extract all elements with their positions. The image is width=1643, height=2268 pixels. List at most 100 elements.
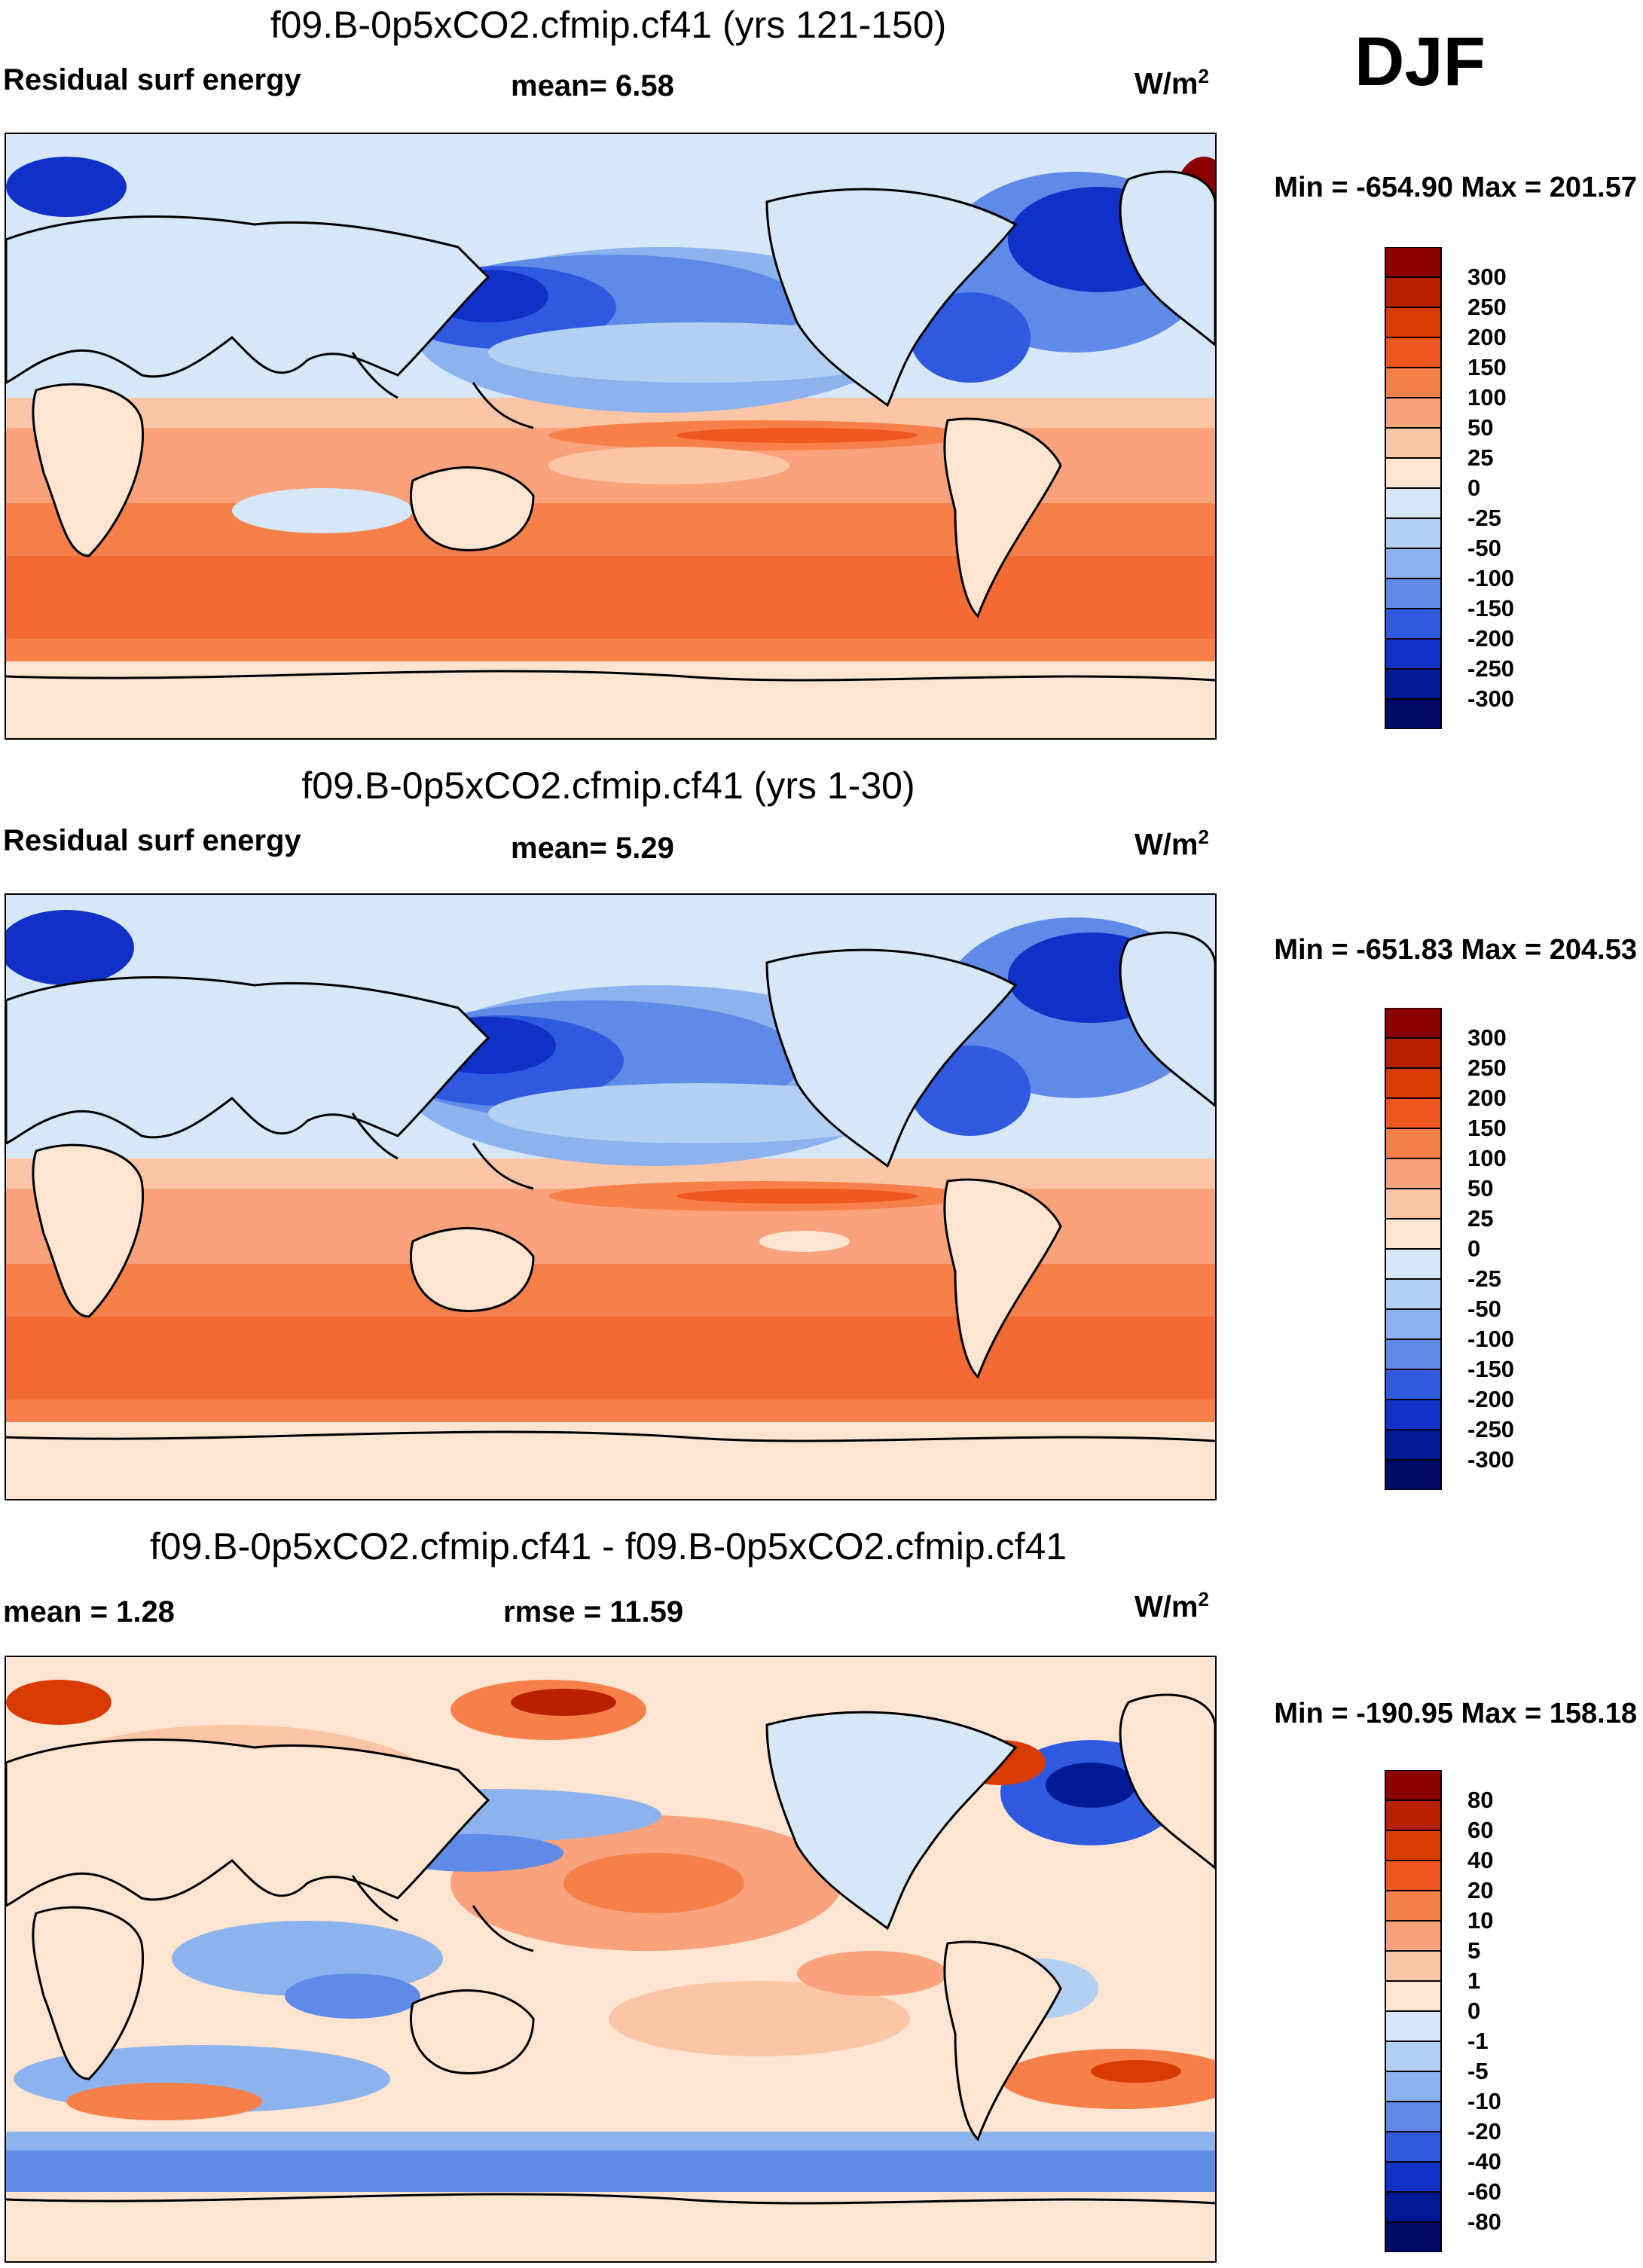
colorbar-swatch <box>1385 247 1442 278</box>
colorbar-tick-label: 300 <box>1467 264 1507 290</box>
colorbar-swatch <box>1385 487 1442 519</box>
colorbar-2 <box>1385 1008 1442 1490</box>
colorbar-tick-label: -1 <box>1467 2028 1489 2054</box>
colorbar-swatch <box>1385 2221 1442 2252</box>
colorbar-swatch <box>1385 1980 1442 2012</box>
mean-label: mean= 6.58 <box>511 69 674 102</box>
colorbar-swatch <box>1385 1128 1442 1159</box>
colorbar-swatch <box>1385 698 1442 729</box>
panel-title: f09.B-0p5xCO2.cfmip.cf41 - f09.B-0p5xCO2… <box>149 1525 1067 1567</box>
colorbar-tick-label: 80 <box>1467 1787 1494 1813</box>
colorbar-swatch <box>1385 608 1442 639</box>
colorbar-swatch <box>1385 1218 1442 1250</box>
colorbar-swatch <box>1385 367 1442 398</box>
colorbar-swatch <box>1385 1890 1442 1922</box>
colorbar-tick-label: 25 <box>1467 444 1494 471</box>
min-max-label: Min = -190.95 Max = 158.18 <box>1274 1698 1637 1729</box>
colorbar-tick-label: 0 <box>1467 475 1481 501</box>
colorbar-tick-label: -200 <box>1467 1386 1515 1412</box>
colorbar-tick-label: 100 <box>1467 384 1507 411</box>
colorbar-tick-label: -80 <box>1467 2208 1501 2235</box>
mean-label: mean = 1.28 <box>3 1595 175 1629</box>
colorbar-swatch <box>1385 2071 1442 2102</box>
colorbar-tick-label: -10 <box>1467 2088 1501 2114</box>
colorbar-swatch <box>1385 2131 1442 2163</box>
colorbar-swatch <box>1385 1158 1442 1189</box>
colorbar-tick-label: -250 <box>1467 1416 1515 1442</box>
colorbar-swatch <box>1385 2041 1442 2072</box>
colorbar-tick-label: -100 <box>1467 1326 1515 1352</box>
colorbar-swatch <box>1385 517 1442 549</box>
colorbar-swatch <box>1385 1248 1442 1280</box>
colorbar-swatch <box>1385 1799 1442 1831</box>
colorbar-swatch <box>1385 1369 1442 1400</box>
colorbar-swatch <box>1385 2161 1442 2193</box>
units-label: W/m2 <box>1135 826 1209 862</box>
colorbar-tick-label: 150 <box>1467 1115 1507 1141</box>
colorbar-tick-label: 0 <box>1467 1235 1481 1262</box>
colorbar-swatch <box>1385 578 1442 609</box>
panel-title: f09.B-0p5xCO2.cfmip.cf41 (yrs 1-30) <box>301 765 915 807</box>
colorbar-swatch <box>1385 1308 1442 1340</box>
colorbar-swatch <box>1385 457 1442 489</box>
units-label: W/m2 <box>1135 65 1209 101</box>
colorbar-tick-label: -50 <box>1467 535 1501 561</box>
colorbar-tick-label: -25 <box>1467 505 1501 531</box>
colorbar-tick-label: 150 <box>1467 354 1507 380</box>
colorbar-tick-label: 0 <box>1467 1998 1481 2024</box>
colorbar-swatch <box>1385 1950 1442 1982</box>
colorbar-tick-label: -40 <box>1467 2148 1501 2175</box>
colorbar-tick-label: -50 <box>1467 1296 1501 1322</box>
colorbar-swatch <box>1385 1830 1442 1861</box>
colorbar-swatch <box>1385 1067 1442 1099</box>
colorbar-swatch <box>1385 1429 1442 1461</box>
map-panel-1 <box>5 133 1217 740</box>
colorbar-swatch <box>1385 1459 1442 1490</box>
colorbar-swatch <box>1385 2101 1442 2132</box>
colorbar-swatch <box>1385 307 1442 338</box>
variable-label: Residual surf energy <box>3 824 301 857</box>
colorbar-tick-label: -100 <box>1467 565 1515 591</box>
colorbar-3 <box>1385 1770 1442 2252</box>
colorbar-swatch <box>1385 1008 1442 1039</box>
colorbar-tick-label: -25 <box>1467 1265 1501 1292</box>
colorbar-swatch <box>1385 548 1442 579</box>
colorbar-tick-label: 60 <box>1467 1817 1494 1843</box>
colorbar-swatch <box>1385 1097 1442 1129</box>
colorbar-tick-label: -150 <box>1467 595 1515 621</box>
colorbar-tick-label: 40 <box>1467 1847 1494 1873</box>
colorbar-tick-label: 200 <box>1467 1085 1507 1111</box>
colorbar-swatch <box>1385 668 1442 700</box>
colorbar-swatch <box>1385 1770 1442 1801</box>
mean-label: mean= 5.29 <box>511 832 674 865</box>
colorbar-tick-label: 5 <box>1467 1937 1481 1964</box>
colorbar-tick-label: -250 <box>1467 655 1515 682</box>
colorbar-tick-label: 250 <box>1467 1055 1507 1081</box>
map-panel-2 <box>5 893 1217 1500</box>
colorbar-swatch <box>1385 276 1442 308</box>
colorbar-tick-label: 20 <box>1467 1877 1494 1903</box>
colorbar-tick-label: -300 <box>1467 685 1515 712</box>
colorbar-swatch <box>1385 1399 1442 1430</box>
colorbar-tick-label: -60 <box>1467 2178 1501 2205</box>
colorbar-tick-label: 200 <box>1467 324 1507 350</box>
units-label: W/m2 <box>1135 1588 1209 1624</box>
colorbar-swatch <box>1385 1860 1442 1891</box>
colorbar-swatch <box>1385 2010 1442 2042</box>
season-label: DJF <box>1354 23 1486 100</box>
colorbar-tick-label: 25 <box>1467 1205 1494 1232</box>
colorbar-tick-label: -20 <box>1467 2118 1501 2144</box>
colorbar-tick-label: -300 <box>1467 1446 1515 1473</box>
colorbar-swatch <box>1385 427 1442 459</box>
colorbar-tick-label: 1 <box>1467 1967 1481 1994</box>
variable-label: Residual surf energy <box>3 63 301 96</box>
colorbar-swatch <box>1385 638 1442 670</box>
colorbar-swatch <box>1385 2191 1442 2223</box>
colorbar-tick-label: 250 <box>1467 294 1507 320</box>
panel-title: f09.B-0p5xCO2.cfmip.cf41 (yrs 121-150) <box>270 4 947 46</box>
colorbar-tick-label: 10 <box>1467 1907 1494 1934</box>
colorbar-1 <box>1385 247 1442 729</box>
colorbar-tick-label: 50 <box>1467 414 1494 441</box>
colorbar-swatch <box>1385 1037 1442 1069</box>
colorbar-tick-label: 300 <box>1467 1024 1507 1051</box>
